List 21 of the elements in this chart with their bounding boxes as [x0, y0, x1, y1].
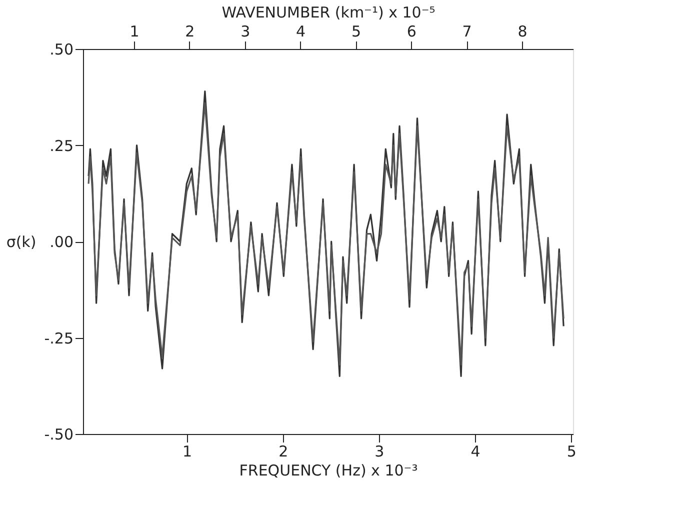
x-tick-label: 6	[406, 22, 416, 40]
x-tick-label: 2	[185, 22, 195, 40]
x-tick-label: 8	[518, 22, 528, 40]
y-tick-label: .25	[50, 136, 74, 155]
y-tick-label: .50	[50, 40, 74, 58]
x2-tick-label: 4	[470, 442, 480, 460]
x-tick-label: 7	[462, 22, 472, 40]
x-tick-label: 5	[351, 22, 361, 40]
x-tick-label: 4	[296, 22, 306, 40]
x2-tick-label: 5	[566, 442, 576, 460]
y-axis-title: σ(k)	[6, 233, 36, 251]
x2-axis-title: FREQUENCY (Hz) x 10⁻³	[239, 462, 418, 480]
x2-tick-label: 2	[278, 442, 288, 460]
x2-tick-label: 3	[374, 442, 384, 460]
x-tick-label: 1	[130, 22, 140, 40]
y-tick-label: .00	[50, 233, 74, 251]
y-tick-label: -.50	[44, 426, 74, 444]
x-tick-label: 3	[240, 22, 250, 40]
x2-tick-label: 1	[182, 442, 192, 460]
y-tick-label: -.25	[44, 329, 74, 348]
x-axis-title: WAVENUMBER (km⁻¹) x 10⁻⁵	[222, 4, 436, 22]
